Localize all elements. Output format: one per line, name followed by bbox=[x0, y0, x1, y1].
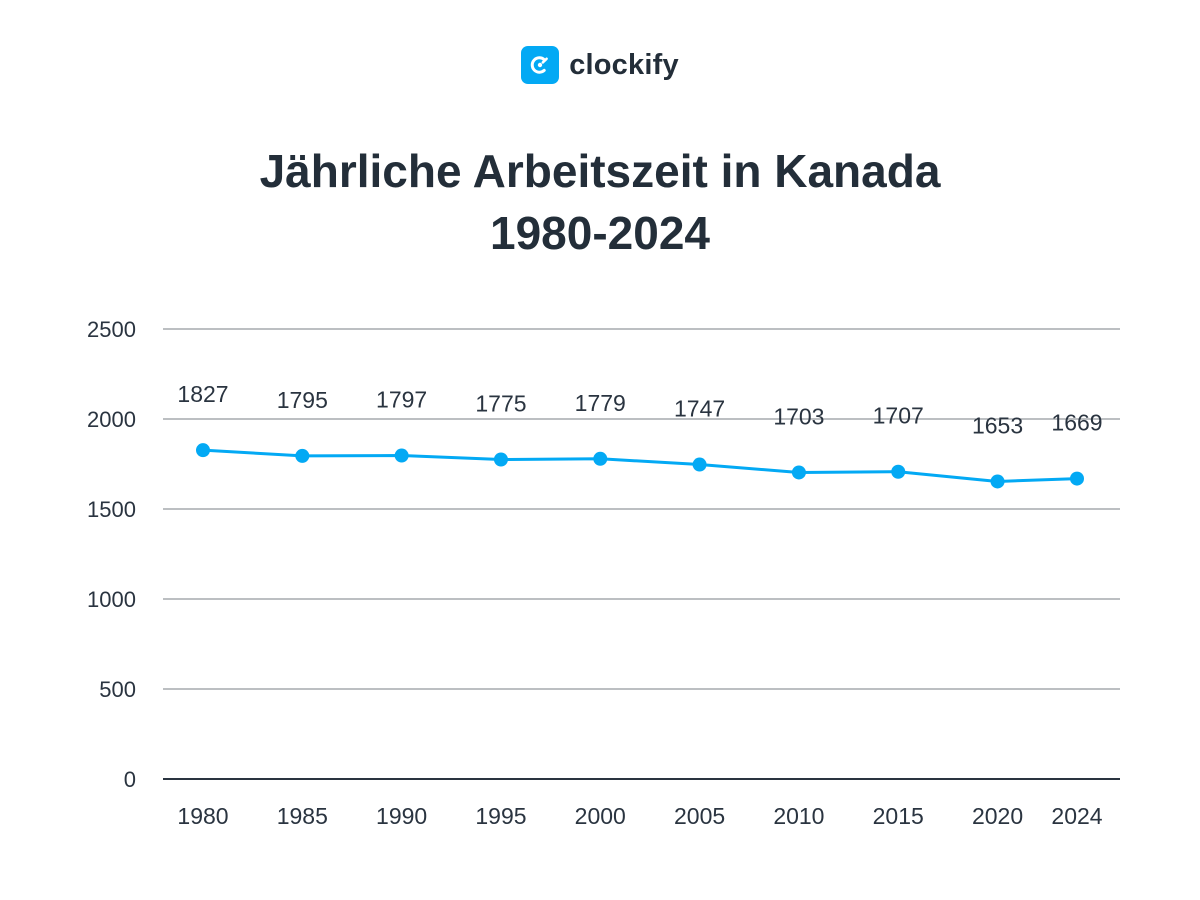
y-tick-label: 1500 bbox=[87, 497, 136, 522]
x-tick-label: 2015 bbox=[873, 803, 924, 829]
chart-title: Jährliche Arbeitszeit in Kanada 1980-202… bbox=[0, 140, 1200, 264]
brand: clockify bbox=[0, 46, 1200, 84]
brand-lockup: clockify bbox=[521, 46, 679, 84]
data-point bbox=[791, 465, 806, 480]
data-point bbox=[593, 451, 608, 466]
x-tick-label: 1995 bbox=[475, 803, 526, 829]
y-tick-label: 2500 bbox=[87, 317, 136, 342]
clockify-logo-icon bbox=[521, 46, 560, 84]
y-tick-label: 500 bbox=[99, 677, 136, 702]
x-tick-label: 2020 bbox=[972, 803, 1023, 829]
y-tick-label: 2000 bbox=[87, 407, 136, 432]
data-label: 1779 bbox=[575, 390, 626, 416]
data-point bbox=[493, 452, 508, 467]
x-tick-label: 1990 bbox=[376, 803, 427, 829]
data-label: 1669 bbox=[1051, 410, 1102, 436]
x-tick-label: 2010 bbox=[773, 803, 824, 829]
data-point bbox=[891, 464, 906, 479]
x-tick-label: 2005 bbox=[674, 803, 725, 829]
x-tick-label: 2000 bbox=[575, 803, 626, 829]
data-point bbox=[1070, 471, 1084, 486]
x-tick-label: 2024 bbox=[1051, 803, 1102, 829]
data-label: 1703 bbox=[773, 403, 824, 429]
chart-title-line-2: 1980-2024 bbox=[490, 207, 710, 259]
data-label: 1653 bbox=[972, 412, 1023, 438]
y-tick-label: 0 bbox=[124, 767, 136, 792]
data-point bbox=[990, 474, 1005, 489]
data-point bbox=[692, 457, 707, 472]
clockify-logo-glyph bbox=[531, 56, 549, 74]
data-label: 1827 bbox=[177, 381, 228, 407]
data-point bbox=[196, 443, 210, 458]
data-label: 1795 bbox=[277, 387, 328, 413]
data-label: 1775 bbox=[475, 391, 526, 417]
data-label: 1707 bbox=[873, 403, 924, 429]
x-tick-label: 1980 bbox=[177, 803, 228, 829]
brand-name: clockify bbox=[569, 48, 679, 81]
data-point bbox=[394, 448, 409, 463]
data-point bbox=[295, 448, 310, 463]
y-tick-label: 1000 bbox=[87, 587, 136, 612]
x-tick-label: 1985 bbox=[277, 803, 328, 829]
data-label: 1797 bbox=[376, 387, 427, 413]
series-line bbox=[202, 448, 1078, 483]
chart-title-line-1: Jährliche Arbeitszeit in Kanada bbox=[259, 145, 941, 197]
data-label: 1747 bbox=[674, 396, 725, 422]
